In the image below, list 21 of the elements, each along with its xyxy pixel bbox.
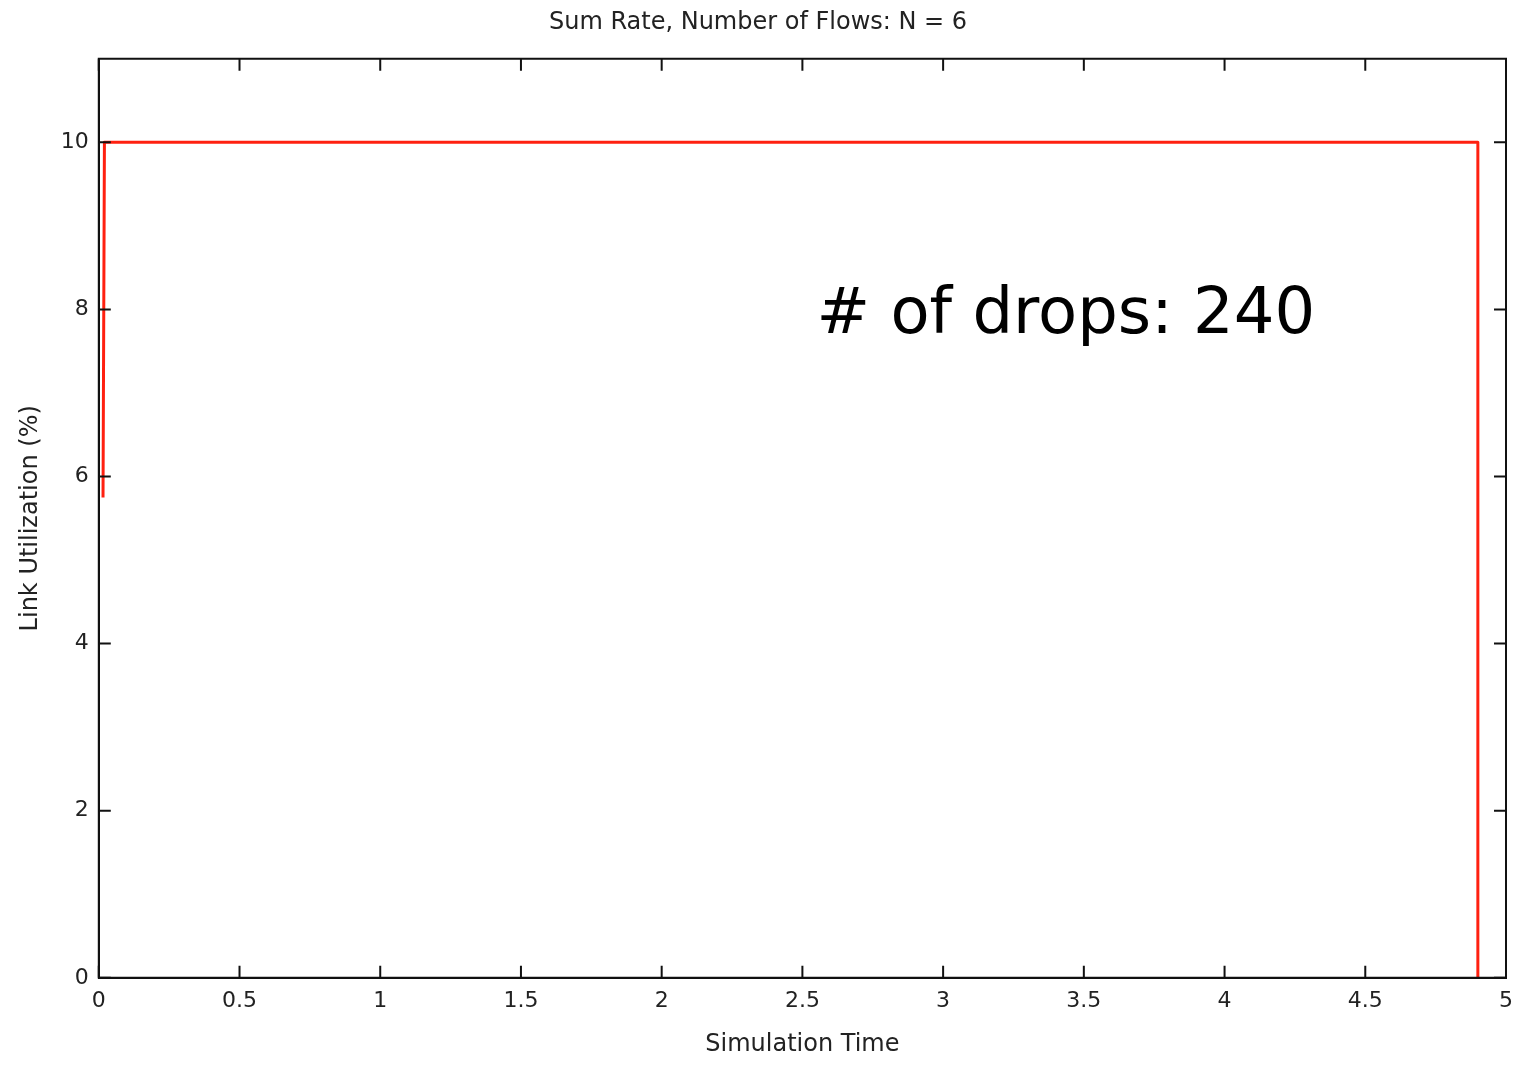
x-tick-label: 4 — [1217, 986, 1232, 1012]
x-tick-label: 1 — [373, 986, 388, 1012]
x-tick-label: 0.5 — [222, 986, 258, 1012]
x-tick-label: 3.5 — [1066, 986, 1102, 1012]
y-tick-label: 2 — [74, 796, 89, 822]
y-tick-label: 10 — [60, 128, 89, 154]
x-tick-label: 2.5 — [784, 986, 820, 1012]
chart-title: Sum Rate, Number of Flows: N = 6 — [548, 6, 968, 35]
y-tick-label: 0 — [74, 963, 89, 989]
y-tick-label: 8 — [74, 295, 89, 321]
annotation: # of drops: 240 — [816, 273, 1316, 348]
y-tick-label: 6 — [74, 462, 89, 488]
x-tick-label: 1.5 — [503, 986, 539, 1012]
y-tick-label: 4 — [74, 629, 89, 655]
x-axis-title: Simulation Time — [705, 1028, 900, 1057]
x-tick-label: 4.5 — [1347, 986, 1383, 1012]
x-tick-label: 5 — [1499, 986, 1513, 1012]
x-tick-label: 2 — [654, 986, 669, 1012]
y-axis-title: Link Utilization (%) — [14, 405, 43, 632]
x-tick-label: 0 — [91, 986, 106, 1012]
x-tick-label: 3 — [936, 986, 951, 1012]
